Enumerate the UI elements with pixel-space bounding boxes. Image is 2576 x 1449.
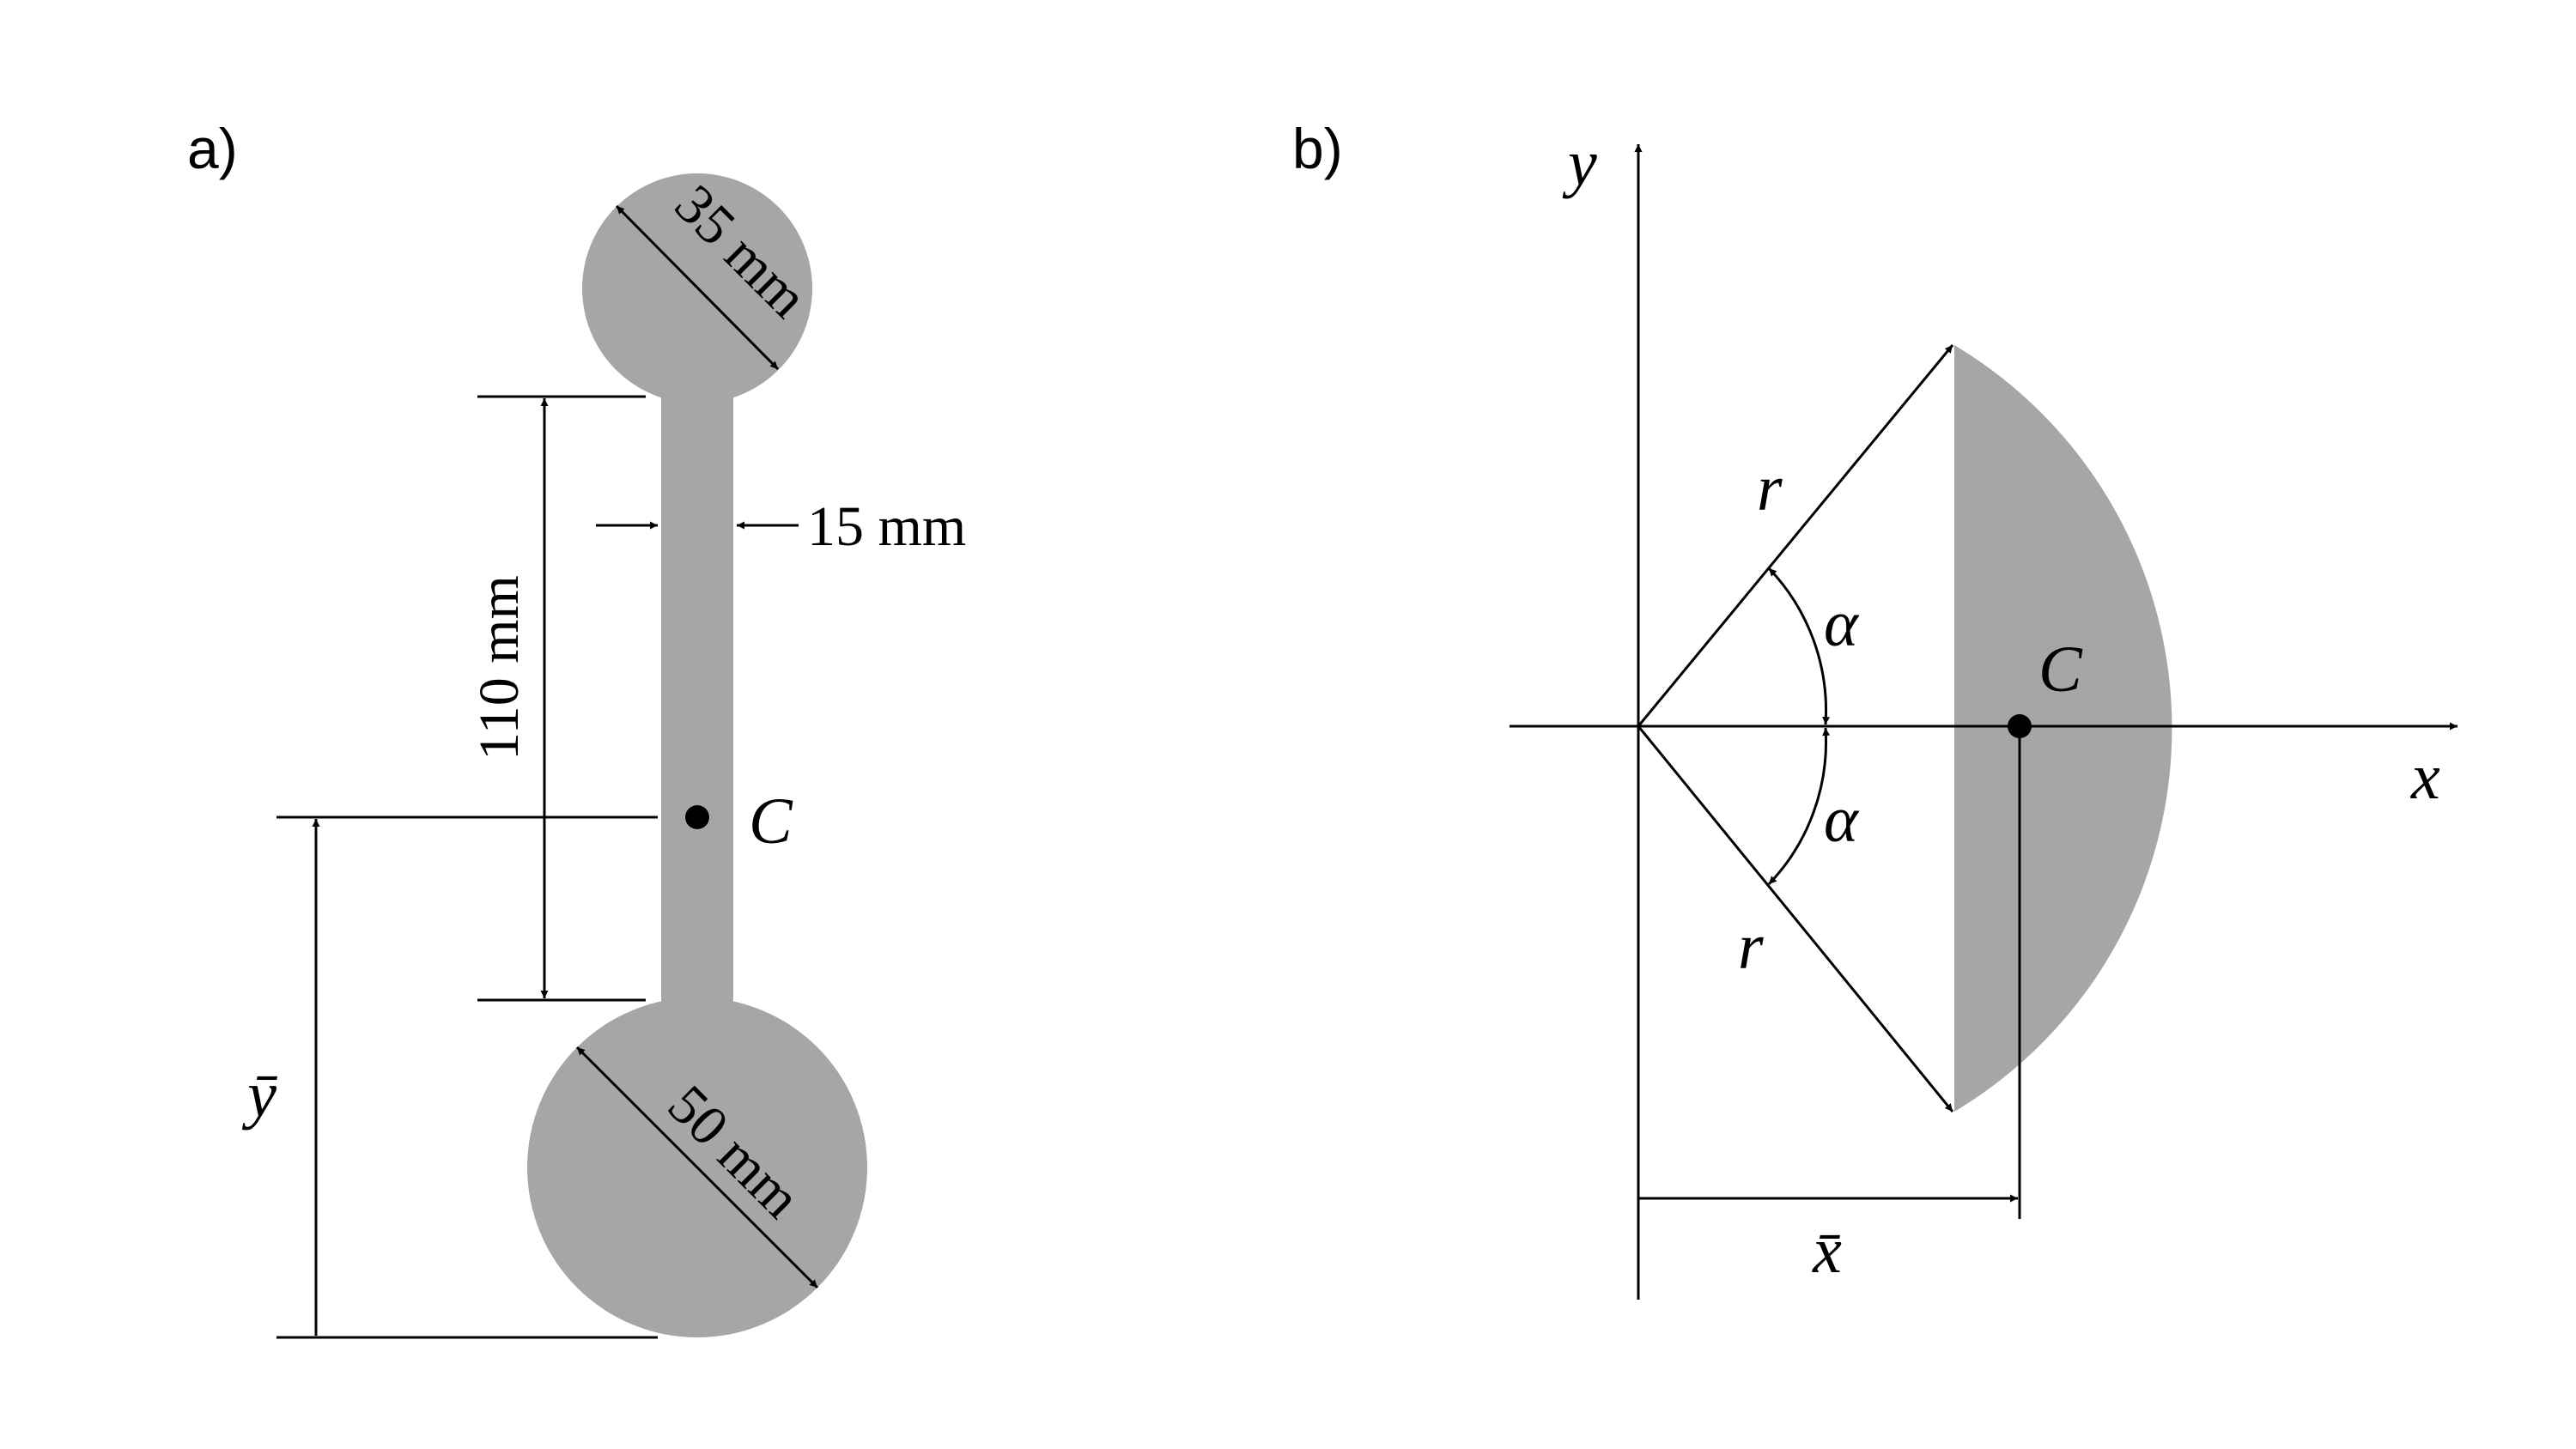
panel-b: b) x y r r α α C x̄ (1292, 117, 2458, 1300)
dumbbell-shape (527, 173, 867, 1337)
angle-lower-label: α (1824, 784, 1860, 856)
radius-upper-label: r (1757, 452, 1783, 524)
bar-length-label: 110 mm (468, 575, 531, 761)
panel-b-label: b) (1292, 117, 1343, 180)
radius-lower (1637, 725, 1954, 1113)
connecting-bar (661, 378, 733, 1030)
angle-upper-label: α (1824, 588, 1860, 660)
centroid-label-a: C (749, 785, 793, 858)
x-axis-label: x (2410, 741, 2440, 813)
ybar-label: ȳ (241, 1058, 277, 1131)
radius-upper (1637, 344, 1954, 727)
bar-width-label: 15 mm (807, 495, 966, 558)
panel-a-label: a) (187, 117, 238, 180)
xbar-label: x̄ (1812, 1215, 1842, 1287)
angle-arc-lower (1767, 727, 1831, 886)
radius-lower-label: r (1738, 911, 1764, 983)
centroid-label-b: C (2038, 634, 2083, 706)
panel-a: a) 35 mm 110 mm 15 mm 50 mm C ȳ (187, 117, 966, 1339)
y-axis-label: y (1562, 127, 1597, 199)
bottom-circle-diameter-line (575, 1046, 819, 1289)
centroid-point-a (685, 805, 709, 829)
angle-arc-upper (1767, 567, 1831, 725)
circular-segment (1954, 345, 2172, 1112)
top-circle-diameter-line (615, 204, 780, 371)
